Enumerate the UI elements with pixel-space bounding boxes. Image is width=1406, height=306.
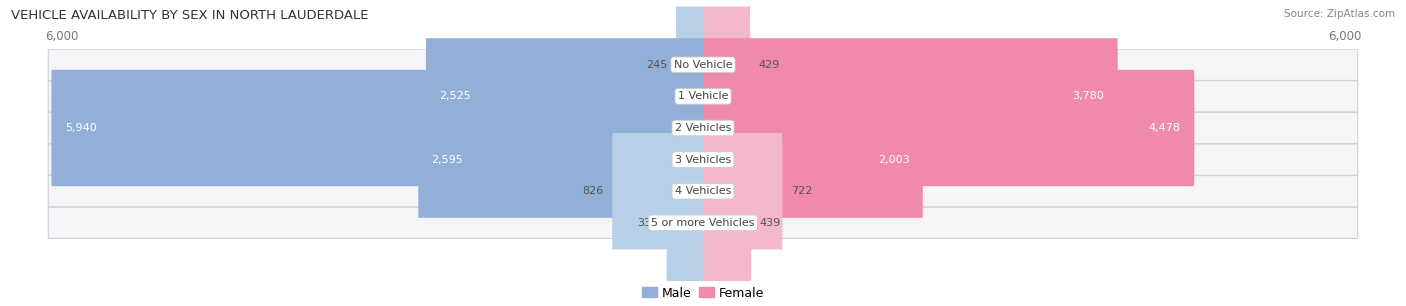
Text: 2,003: 2,003 (877, 155, 910, 165)
FancyBboxPatch shape (48, 176, 1358, 207)
Text: 6,000: 6,000 (1327, 30, 1361, 43)
FancyBboxPatch shape (666, 165, 703, 281)
Text: 2,595: 2,595 (432, 155, 464, 165)
Text: 330: 330 (637, 218, 658, 228)
FancyBboxPatch shape (48, 81, 1358, 112)
Text: 3,780: 3,780 (1073, 91, 1104, 101)
Text: 1 Vehicle: 1 Vehicle (678, 91, 728, 101)
Text: 5,940: 5,940 (65, 123, 97, 133)
Text: 439: 439 (759, 218, 782, 228)
FancyBboxPatch shape (52, 70, 703, 186)
FancyBboxPatch shape (703, 102, 922, 218)
Text: 429: 429 (759, 60, 780, 70)
FancyBboxPatch shape (48, 112, 1358, 144)
FancyBboxPatch shape (703, 165, 751, 281)
Legend: Male, Female: Male, Female (637, 282, 769, 304)
FancyBboxPatch shape (48, 49, 1358, 80)
FancyBboxPatch shape (48, 144, 1358, 175)
Text: 245: 245 (647, 60, 668, 70)
Text: 4,478: 4,478 (1149, 123, 1181, 133)
FancyBboxPatch shape (676, 7, 703, 123)
FancyBboxPatch shape (703, 7, 751, 123)
FancyBboxPatch shape (418, 102, 703, 218)
Text: 722: 722 (792, 186, 813, 196)
Text: 5 or more Vehicles: 5 or more Vehicles (651, 218, 755, 228)
FancyBboxPatch shape (703, 38, 1118, 155)
Text: 2,525: 2,525 (439, 91, 471, 101)
Text: No Vehicle: No Vehicle (673, 60, 733, 70)
FancyBboxPatch shape (703, 133, 782, 249)
Text: Source: ZipAtlas.com: Source: ZipAtlas.com (1284, 9, 1395, 19)
FancyBboxPatch shape (48, 207, 1358, 238)
Text: 6,000: 6,000 (45, 30, 79, 43)
FancyBboxPatch shape (612, 133, 703, 249)
FancyBboxPatch shape (426, 38, 703, 155)
Text: 3 Vehicles: 3 Vehicles (675, 155, 731, 165)
Text: VEHICLE AVAILABILITY BY SEX IN NORTH LAUDERDALE: VEHICLE AVAILABILITY BY SEX IN NORTH LAU… (11, 9, 368, 22)
Text: 2 Vehicles: 2 Vehicles (675, 123, 731, 133)
Text: 4 Vehicles: 4 Vehicles (675, 186, 731, 196)
FancyBboxPatch shape (703, 70, 1194, 186)
Text: 826: 826 (582, 186, 603, 196)
